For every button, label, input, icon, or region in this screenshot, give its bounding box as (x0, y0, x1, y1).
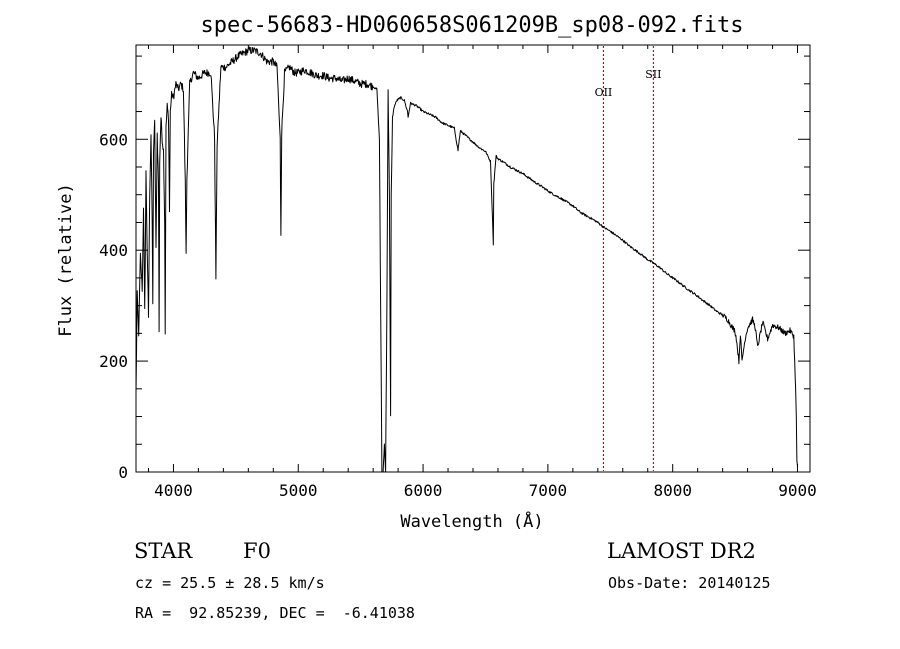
x-tick-label: 8000 (653, 481, 692, 500)
x-tick-label: 5000 (279, 481, 318, 500)
x-tick-label: 7000 (529, 481, 568, 500)
ra-dec-coordinates: RA = 92.85239, DEC = -6.41038 (135, 604, 415, 622)
x-tick-label: 9000 (778, 481, 817, 500)
x-tick-label: 6000 (404, 481, 443, 500)
observation-date: Obs-Date: 20140125 (608, 574, 771, 592)
x-tick-label: 4000 (154, 481, 193, 500)
spectrum-line (135, 46, 798, 473)
y-tick-label: 0 (118, 463, 128, 482)
y-tick-label: 200 (99, 352, 128, 371)
x-axis-label: Wavelength (Å) (400, 510, 543, 532)
y-axis-label: Flux (relative) (56, 183, 76, 337)
marker-label-sii: SII (645, 68, 661, 81)
y-tick-label: 600 (99, 130, 128, 149)
object-type: STAR (134, 539, 193, 563)
y-tick-label: 400 (99, 241, 128, 260)
plot-frame (135, 44, 811, 473)
redshift-velocity: cz = 25.5 ± 28.5 km/s (135, 574, 325, 592)
chart-title: spec-56683-HD060658S061209B_sp08-092.fit… (200, 13, 743, 38)
spectral-subclass: F0 (243, 539, 271, 563)
survey-name: LAMOST DR2 (607, 539, 756, 563)
marker-label-oii: OII (595, 86, 613, 99)
